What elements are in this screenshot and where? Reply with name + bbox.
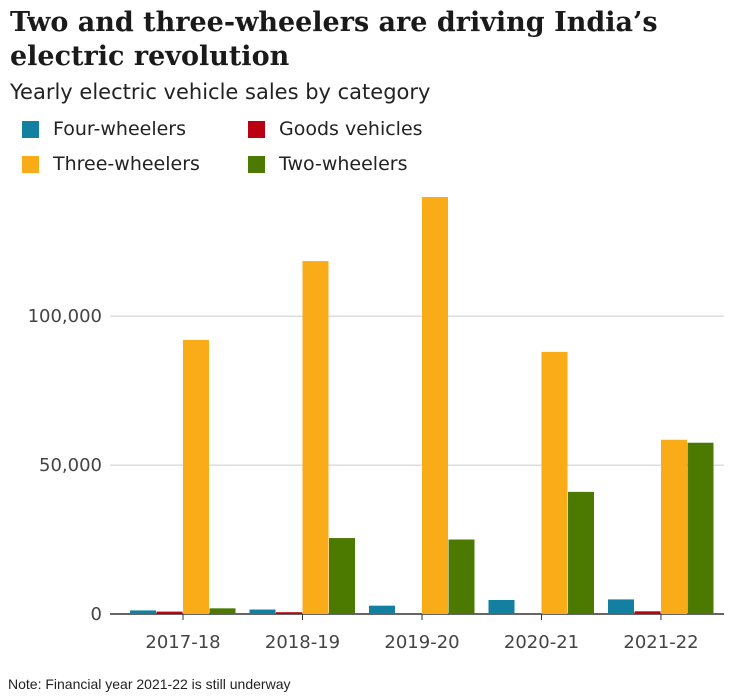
- bar-goods-vehicles-2017-18: [156, 611, 183, 614]
- legend-label-goods-vehicles: Goods vehicles: [279, 118, 423, 140]
- legend-item-three-wheelers: Three-wheelers: [22, 153, 200, 175]
- legend-label-four-wheelers: Four-wheelers: [53, 118, 187, 140]
- y-tick-label: 50,000: [39, 455, 102, 476]
- bar-three-wheelers-2020-21: [541, 351, 568, 614]
- x-tick-label: 2021-22: [623, 632, 698, 653]
- x-tick-label: 2019-20: [384, 632, 459, 653]
- bar-goods-vehicles-2021-22: [634, 611, 661, 614]
- bar-four-wheelers-2021-22: [608, 599, 634, 614]
- x-tick-label: 2020-21: [504, 632, 579, 653]
- y-axis-labels: 0 50,000 100,000: [28, 306, 102, 625]
- legend-swatch-two-wheelers: [248, 155, 265, 173]
- x-axis-labels: 2017-18 2018-19 2019-20 2020-21 2021-22: [145, 614, 699, 653]
- bar-two-wheelers-2017-18: [209, 608, 236, 614]
- x-tick-label: 2018-19: [265, 632, 340, 653]
- legend-item-goods-vehicles: Goods vehicles: [248, 118, 423, 140]
- chart-title: Two and three-wheelers are driving India…: [10, 7, 658, 72]
- bar-chart: 2017-18 2018-19 2019-20 2020-21 2021-22 0 50,…: [28, 197, 724, 653]
- bar-four-wheelers-2017-18: [130, 610, 156, 614]
- legend-label-two-wheelers: Two-wheelers: [279, 153, 408, 175]
- y-tick-label: 0: [91, 604, 102, 625]
- legend-swatch-four-wheelers: [22, 120, 39, 138]
- bar-three-wheelers-2019-20: [422, 197, 448, 614]
- bar-two-wheelers-2021-22: [687, 442, 714, 614]
- bar-four-wheelers-2018-19: [249, 609, 276, 614]
- bars: [130, 197, 714, 614]
- legend-swatch-goods-vehicles: [248, 120, 265, 138]
- x-tick-label: 2017-18: [145, 632, 220, 653]
- legend-label-three-wheelers: Three-wheelers: [53, 153, 200, 175]
- bar-three-wheelers-2017-18: [183, 339, 209, 614]
- legend-swatch-three-wheelers: [22, 155, 39, 173]
- legend-item-two-wheelers: Two-wheelers: [248, 153, 407, 175]
- bar-three-wheelers-2018-19: [302, 261, 329, 614]
- footnote: Note: Financial year 2021-22 is still un…: [8, 676, 291, 692]
- bar-three-wheelers-2021-22: [661, 439, 687, 614]
- y-tick-label: 100,000: [28, 306, 102, 327]
- bar-two-wheelers-2018-19: [329, 538, 355, 614]
- bar-goods-vehicles-2018-19: [276, 612, 302, 614]
- bar-four-wheelers-2019-20: [369, 605, 395, 614]
- bar-two-wheelers-2020-21: [568, 491, 594, 614]
- bar-four-wheelers-2020-21: [488, 600, 515, 614]
- bar-two-wheelers-2019-20: [448, 539, 475, 614]
- legend-item-four-wheelers: Four-wheelers: [22, 118, 186, 140]
- chart-subtitle: Yearly electric vehicle sales by categor…: [10, 80, 431, 104]
